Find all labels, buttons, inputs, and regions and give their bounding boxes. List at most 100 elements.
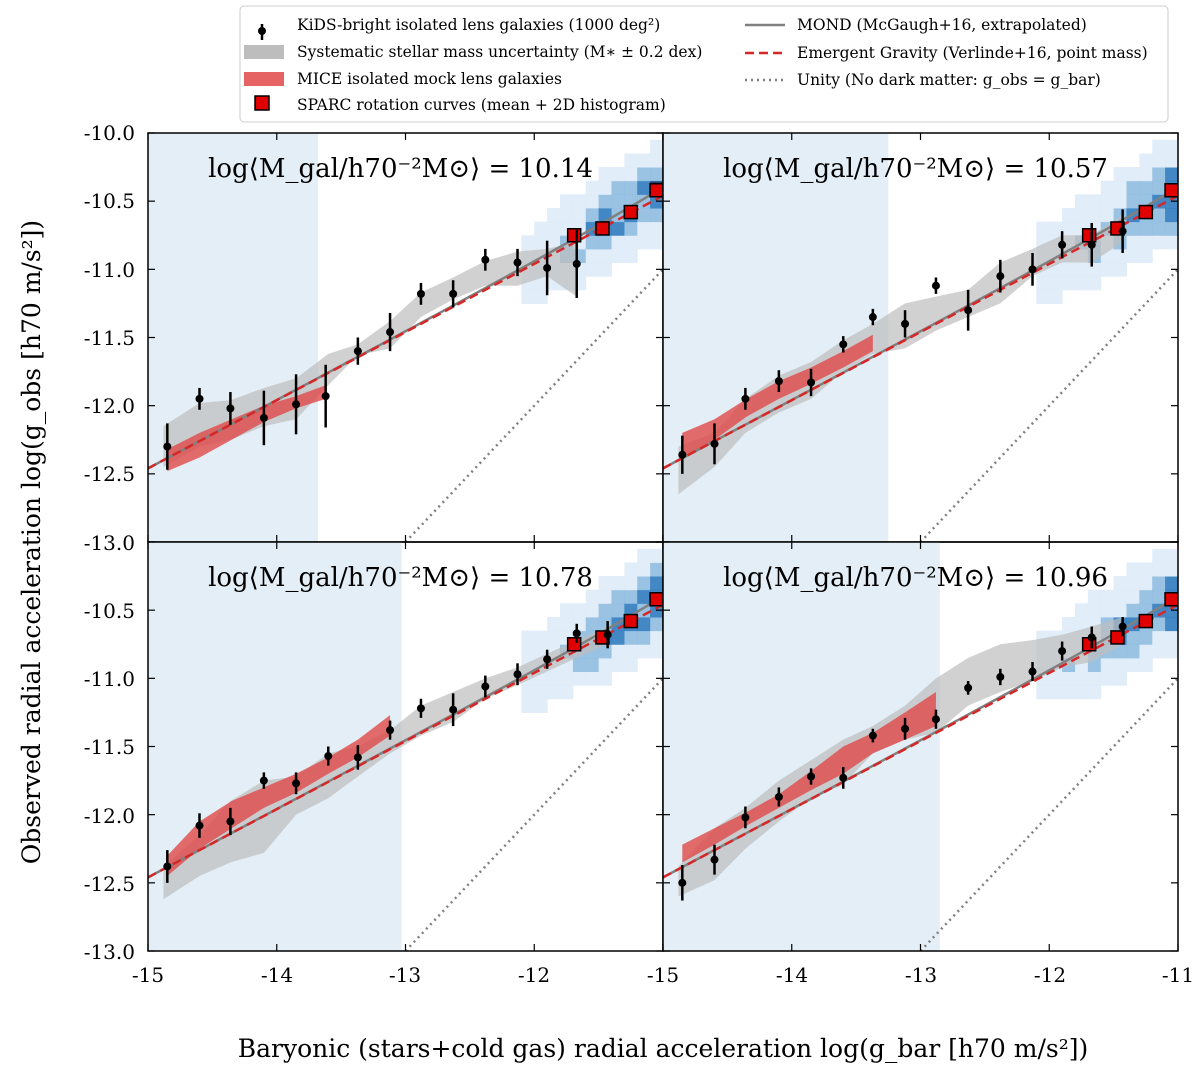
panel-frame	[662, 541, 1179, 952]
histogram-cell	[521, 630, 535, 645]
kids-point	[741, 813, 750, 822]
legend-kids-marker-point	[258, 27, 266, 35]
kids-point	[324, 752, 333, 761]
kids-point	[163, 442, 172, 451]
histogram-cell	[1049, 685, 1063, 700]
histogram-cell	[1178, 590, 1191, 604]
kids-point	[678, 878, 687, 887]
histogram-cell	[1139, 576, 1153, 591]
histogram-cell	[598, 180, 612, 195]
kids-point	[868, 731, 877, 740]
histogram-cell	[1139, 248, 1153, 264]
sparc-point	[649, 183, 663, 198]
histogram-cell	[1113, 589, 1127, 604]
histogram-cell	[521, 235, 535, 250]
histogram-cell	[1152, 180, 1166, 195]
histogram-cell	[1165, 630, 1178, 645]
kids-point	[774, 792, 783, 801]
kids-point	[1087, 240, 1096, 249]
histogram-cell	[1113, 248, 1127, 264]
histogram-cell	[521, 644, 535, 659]
x-tick-right-4: -11	[1162, 963, 1194, 987]
histogram-cell	[1178, 617, 1191, 631]
kids-point	[931, 281, 940, 290]
panels: log⟨M_gal/h70⁻²M⊙⟩ = 10.14 log⟨M_gal/h70⁻…	[147, 132, 1191, 952]
histogram-cell	[585, 589, 600, 604]
histogram-cell	[560, 685, 574, 700]
histogram-cell	[1165, 153, 1178, 168]
histogram-cell	[1049, 671, 1063, 686]
y-tick-top-4: -12.0	[84, 394, 135, 418]
histogram-cell	[534, 698, 548, 713]
histogram-cell	[572, 657, 587, 673]
histogram-cell	[1100, 589, 1115, 604]
histogram-cell	[624, 167, 638, 182]
histogram-cell	[534, 235, 548, 250]
systematic-band	[678, 616, 1123, 897]
histogram-cell	[1062, 685, 1076, 700]
panel-plot-area	[663, 133, 1191, 542]
histogram-cell	[1178, 549, 1191, 563]
histogram-cell	[1139, 562, 1153, 577]
kids-point	[195, 394, 204, 403]
sparc-point	[566, 228, 582, 243]
kids-point	[710, 855, 719, 864]
histogram-cell	[1126, 248, 1140, 264]
kids-point	[1028, 667, 1037, 676]
histogram-cell	[1062, 221, 1076, 236]
histogram-cell	[1113, 657, 1127, 673]
histogram-cell	[585, 194, 600, 209]
histogram-cell	[624, 630, 638, 645]
histogram-cell	[1113, 180, 1127, 195]
y-tick-bottom-3: -12.0	[84, 804, 135, 828]
kids-point	[481, 682, 490, 691]
panel-bottom-left: log⟨M_gal/h70⁻²M⊙⟩ = 10.78	[147, 541, 664, 952]
histogram-cell	[598, 657, 612, 673]
histogram-cell	[1075, 685, 1089, 700]
histogram-cell	[611, 576, 625, 591]
histogram-cell	[1062, 262, 1076, 277]
histogram-cell	[624, 235, 638, 250]
histogram-cell	[560, 616, 574, 632]
legend-label-mond: MOND (McGaugh+16, extrapolated)	[797, 16, 1087, 34]
histogram-cell	[1178, 167, 1191, 181]
histogram-cell	[1113, 262, 1127, 277]
y-tick-bottom-2: -11.5	[84, 735, 135, 759]
x-tick-left-2: -13	[389, 963, 421, 987]
histogram-cell	[650, 207, 663, 223]
histogram-cell	[650, 153, 663, 168]
histogram-cell	[624, 248, 638, 264]
histogram-cell	[547, 221, 561, 236]
histogram-cell	[1036, 276, 1050, 291]
kids-point	[321, 392, 330, 401]
histogram-cell	[534, 289, 548, 304]
histogram-cell	[1139, 235, 1153, 250]
kids-point	[931, 715, 940, 724]
kids-point	[259, 776, 268, 785]
y-tick-top-5: -12.5	[84, 462, 135, 486]
kids-point	[353, 347, 362, 356]
kids-point	[678, 450, 687, 459]
histogram-cell	[1178, 562, 1191, 576]
histogram-cell	[572, 207, 587, 223]
histogram-cell	[572, 671, 587, 686]
histogram-cell	[624, 221, 638, 236]
kids-point	[741, 394, 750, 403]
unity-line	[404, 268, 663, 542]
x-tick-left-1: -14	[261, 963, 293, 987]
legend-label-eg: Emergent Gravity (Verlinde+16, point mas…	[797, 44, 1148, 62]
histogram-cell	[624, 589, 638, 604]
histogram-cell	[637, 221, 651, 236]
histogram-cell	[1139, 630, 1153, 645]
histogram-cell	[1139, 167, 1153, 182]
sparc-point	[1138, 204, 1154, 220]
legend-frame	[239, 5, 1169, 123]
panel-title: log⟨M_gal/h70⁻²M⊙⟩ = 10.14	[208, 154, 593, 184]
histogram-cell	[650, 562, 663, 577]
x-tick-right-2: -13	[905, 963, 937, 987]
histogram-cell	[637, 562, 651, 577]
y-tick-top-3: -11.5	[84, 326, 135, 350]
legend-label-unity: Unity (No dark matter: g_obs = g_bar)	[797, 71, 1101, 89]
panel-title: log⟨M_gal/h70⁻²M⊙⟩ = 10.96	[723, 563, 1108, 593]
histogram-cell	[611, 180, 625, 195]
